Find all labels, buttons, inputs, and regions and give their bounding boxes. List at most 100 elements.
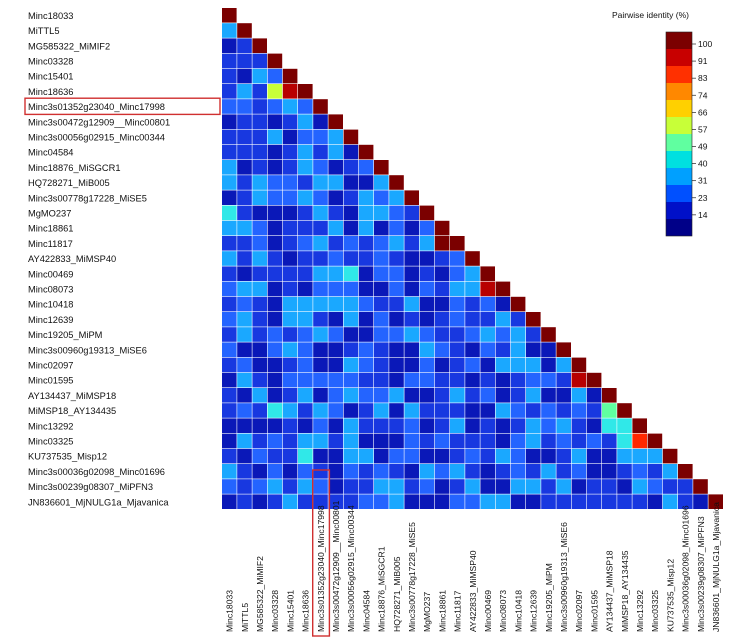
- heatmap-cell: [404, 251, 419, 266]
- heatmap-cell: [450, 312, 465, 327]
- heatmap-cell: [328, 296, 343, 312]
- legend-tick-labels: 100 91 83 74 66 57 49 40 31 23 14: [692, 39, 712, 220]
- column-label: MiMSP18_AY134435: [620, 550, 630, 632]
- heatmap-cell: [526, 327, 541, 342]
- column-label: JN836601_MjNULG1a_Mjavanica: [711, 502, 721, 632]
- heatmap-cell: [252, 403, 267, 418]
- heatmap-cell: [450, 403, 465, 418]
- heatmap-cell: [434, 281, 450, 297]
- heatmap-cell: [252, 68, 267, 84]
- heatmap-cell: [237, 84, 252, 99]
- heatmap-cell: [252, 372, 267, 388]
- heatmap-cell: [313, 251, 328, 266]
- heatmap-cell: [252, 205, 267, 221]
- heatmap-cell: [571, 403, 587, 418]
- heatmap-cell: [374, 327, 389, 342]
- row-label: AY422833_MiMSP40: [28, 254, 116, 264]
- heatmap-cell: [328, 160, 343, 175]
- legend-frame: [665, 31, 693, 237]
- heatmap-cell: [678, 494, 693, 509]
- row-label: Minc3s00472g12909__Minc00801: [28, 117, 170, 127]
- heatmap-cell: [267, 479, 283, 494]
- heatmap-cell: [298, 327, 313, 342]
- heatmap-cell: [374, 388, 389, 403]
- heatmap-cell: [222, 448, 237, 464]
- heatmap-cell: [282, 129, 298, 145]
- heatmap-cell: [252, 312, 267, 327]
- heatmap-cell: [343, 327, 359, 342]
- heatmap-cell: [222, 342, 237, 357]
- heatmap-cell: [222, 205, 237, 221]
- heatmap-cell: [328, 448, 343, 464]
- heatmap-cell: [252, 53, 267, 69]
- legend-tick-label: 14: [698, 210, 708, 220]
- heatmap-cell: [222, 388, 237, 403]
- heatmap-cell: [343, 388, 359, 403]
- heatmap-cell: [510, 448, 526, 464]
- heatmap-cell: [541, 433, 556, 449]
- heatmap-cell: [267, 190, 283, 205]
- heatmap-cell: [404, 418, 419, 433]
- heatmap-cell: [237, 479, 252, 494]
- heatmap-cell: [328, 266, 343, 281]
- heatmap-cell: [267, 464, 283, 479]
- heatmap-cell: [556, 433, 571, 449]
- heatmap-cell: [374, 342, 389, 357]
- heatmap-cell: [237, 99, 252, 114]
- heatmap-cell: [222, 160, 237, 175]
- heatmap-cell: [252, 38, 267, 53]
- heatmap-cell: [222, 251, 237, 266]
- heatmap-cell: [343, 312, 359, 327]
- heatmap-cell: [313, 418, 328, 433]
- heatmap-cell: [465, 403, 480, 418]
- heatmap-cell: [358, 464, 374, 479]
- heatmap-cell: [510, 403, 526, 418]
- heatmap-cell: [510, 327, 526, 342]
- heatmap-cell: [632, 479, 647, 494]
- heatmap-cell: [571, 479, 587, 494]
- heatmap-cell: [526, 448, 541, 464]
- heatmap-cell: [282, 220, 298, 236]
- heatmap-cell: [328, 114, 343, 129]
- heatmap-cell: [267, 372, 283, 388]
- legend-tick-label: 31: [698, 176, 708, 186]
- heatmap-cell: [328, 312, 343, 327]
- legend-swatch: [666, 32, 692, 49]
- heatmap-cell: [556, 464, 571, 479]
- heatmap-cell: [419, 388, 435, 403]
- heatmap-cell: [298, 464, 313, 479]
- heatmap-cell: [374, 236, 389, 251]
- heatmap-cell: [328, 190, 343, 205]
- heatmap-cell: [602, 388, 617, 403]
- heatmap-cell: [252, 357, 267, 373]
- heatmap-cell: [282, 144, 298, 160]
- heatmap-cell: [526, 388, 541, 403]
- heatmap-cell: [298, 494, 313, 509]
- heatmap-cell: [328, 357, 343, 373]
- heatmap-cell: [267, 251, 283, 266]
- heatmap-cell: [298, 266, 313, 281]
- heatmap-cell: [252, 129, 267, 145]
- heatmap-cell: [252, 479, 267, 494]
- heatmap-cell: [222, 494, 237, 509]
- heatmap-cell: [358, 479, 374, 494]
- heatmap-cell: [358, 160, 374, 175]
- heatmap-cell: [313, 160, 328, 175]
- heatmap-cell: [389, 464, 404, 479]
- heatmap-cell: [374, 312, 389, 327]
- row-label: Minc02097: [28, 361, 73, 371]
- heatmap-cell: [404, 433, 419, 449]
- heatmap-cell: [510, 296, 526, 312]
- heatmap-cell: [252, 236, 267, 251]
- heatmap-cell: [252, 266, 267, 281]
- row-label: Minc3s00778g17228_MiSE5: [28, 193, 147, 203]
- heatmap-cell: [419, 342, 435, 357]
- heatmap-cell: [282, 464, 298, 479]
- heatmap-cell: [328, 342, 343, 357]
- heatmap-cell: [267, 205, 283, 221]
- heatmap-cell: [252, 190, 267, 205]
- heatmap-cell: [374, 479, 389, 494]
- heatmap-cell: [328, 220, 343, 236]
- heatmap-cell: [662, 448, 678, 464]
